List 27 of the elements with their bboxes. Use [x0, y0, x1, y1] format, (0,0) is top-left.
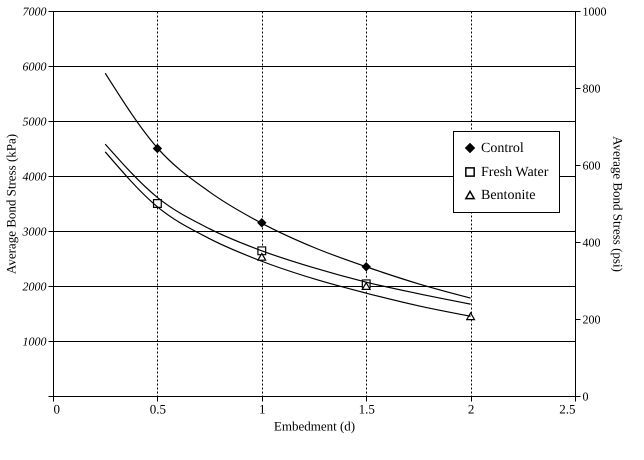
y-tick-label: 5000	[22, 114, 46, 128]
x-tick-label: 2	[468, 402, 474, 416]
y2-tick-label: 800	[582, 82, 600, 96]
y2-tick-label: 1000	[582, 4, 606, 18]
y2-tick-label: 0	[582, 390, 588, 404]
legend-label: Bentonite	[481, 188, 536, 203]
y2-axis-title: Average Bond Stress (psi)	[610, 136, 626, 272]
point	[257, 252, 266, 261]
x-tick-label: 0	[54, 402, 60, 416]
y-axis-title: Average Bond Stress (kPa)	[4, 134, 18, 274]
x-tick-label: 2.5	[559, 402, 576, 416]
y-tick-label: 7000	[22, 4, 46, 18]
y-tick-label: 3000	[22, 224, 46, 238]
x-axis-title: Embedment (d)	[274, 418, 356, 434]
y-tick-label: 2000	[22, 280, 46, 294]
y-tick-label: 6000	[22, 60, 46, 74]
legend-label: Control	[481, 141, 524, 156]
x-tick-label: 1	[259, 402, 266, 416]
y2-tick-label: 600	[582, 158, 600, 172]
x-tick-label: 0.5	[150, 402, 166, 416]
y-tick-label: 1000	[22, 334, 46, 348]
point	[362, 282, 371, 290]
y-tick-label: 4000	[22, 170, 46, 184]
y2-tick-label: 200	[582, 312, 600, 326]
x-tick-label: 1.5	[358, 402, 375, 416]
y2-tick-label: 400	[582, 236, 600, 250]
legend-label: Fresh Water	[481, 165, 549, 180]
